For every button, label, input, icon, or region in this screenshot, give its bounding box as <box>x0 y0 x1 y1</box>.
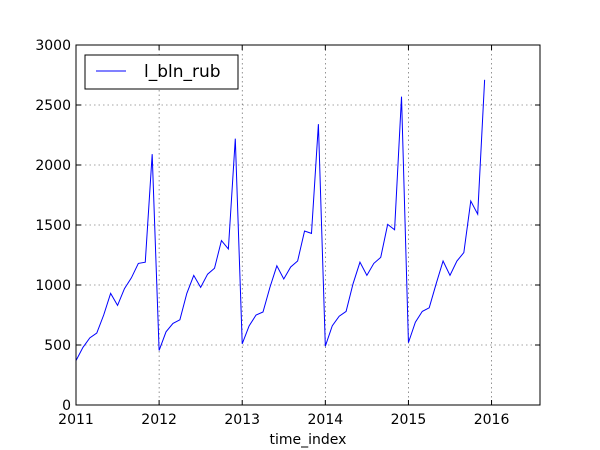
legend-entry-label: l_bln_rub <box>144 62 221 82</box>
grid-layer <box>75 44 540 406</box>
plot-area-frame <box>75 44 541 406</box>
tick-layer: 2011 2012 2013 2014 2015 2016 0 500 1000 1500 2000… <box>35 38 540 428</box>
legend: l_bln_rub <box>84 54 239 90</box>
x-tick-label: 2011 <box>58 412 94 428</box>
series-line-l_bln_rub <box>75 79 486 361</box>
y-tick-label: 1500 <box>35 218 71 234</box>
y-tick-label: 2000 <box>35 158 71 174</box>
legend-box <box>84 54 239 90</box>
y-tick-label: 2500 <box>35 98 71 114</box>
y-tick-label: 3000 <box>35 38 71 54</box>
x-tick-label: 2015 <box>391 412 427 428</box>
x-tick-label: 2012 <box>141 412 177 428</box>
y-tick-label: 0 <box>62 398 71 414</box>
y-tick-label: 1000 <box>35 278 71 294</box>
x-tick-label: 2013 <box>224 412 260 428</box>
series-layer <box>75 79 486 361</box>
x-tick-label: 2016 <box>474 412 510 428</box>
x-axis-label: time_index <box>270 432 347 448</box>
y-tick-label: 500 <box>44 338 71 354</box>
x-tick-label: 2014 <box>308 412 344 428</box>
